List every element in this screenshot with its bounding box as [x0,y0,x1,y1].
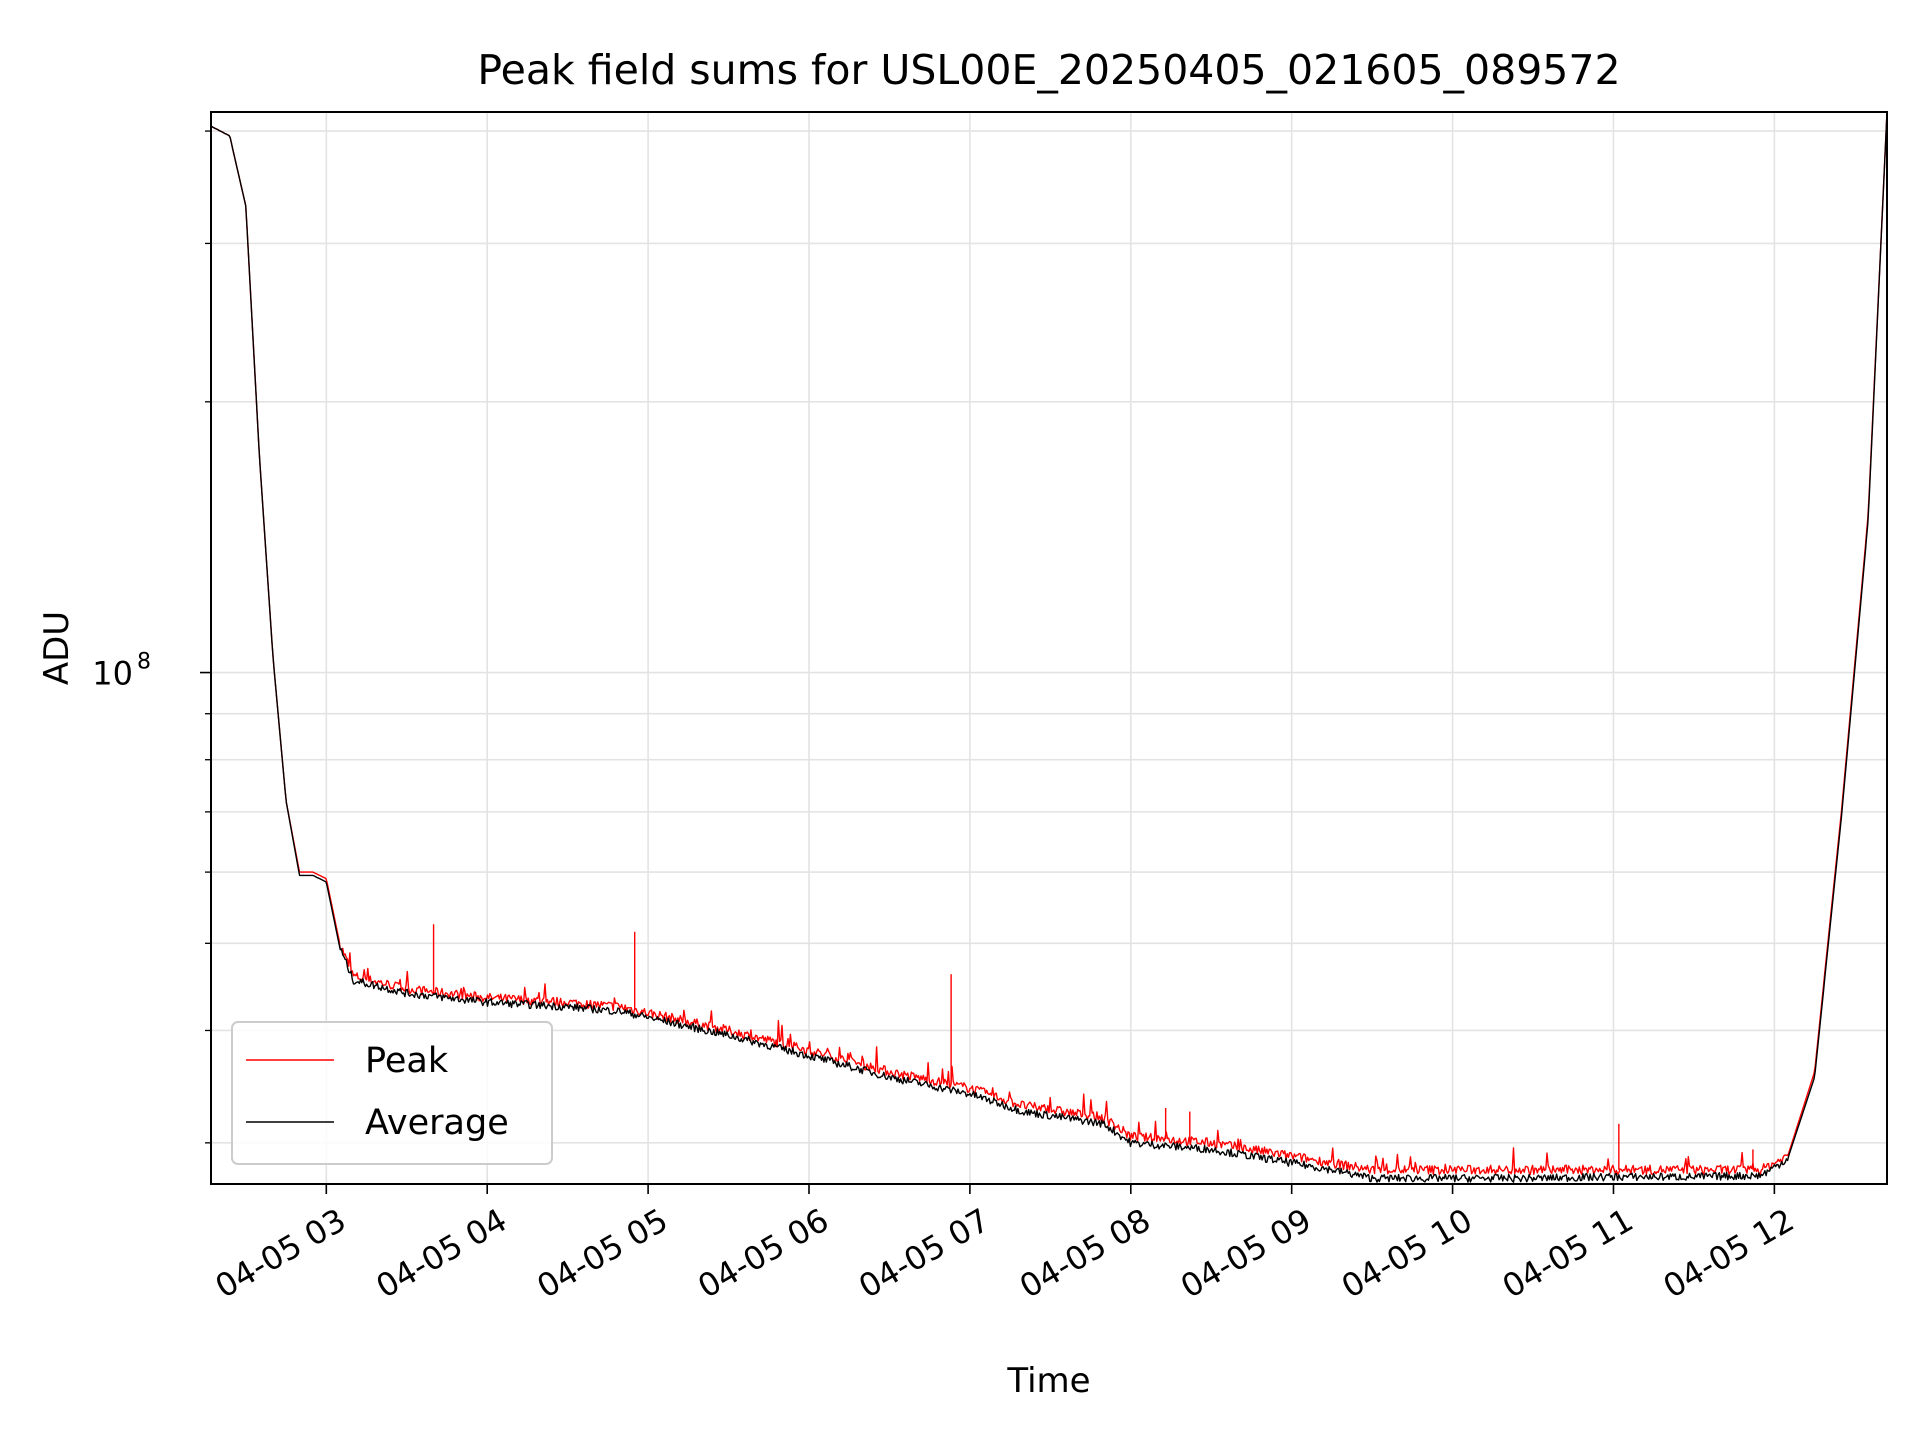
y-tick-label-exponent: 8 [137,650,151,675]
plot-frame [210,111,1888,1185]
x-axis-title: Time [1006,1361,1090,1401]
series-layer [210,111,1888,1183]
y-tick-label: 10 [92,655,133,693]
y-axis-title: ADU [37,611,77,685]
chart-title: Peak field sums for USL00E_20250405_0216… [477,46,1620,94]
series-line-peak [210,111,1888,1176]
legend-label-peak: Peak [365,1041,449,1081]
legend: Peak Average [231,1021,553,1165]
legend-box [231,1021,553,1165]
series-line-average [210,111,1888,1183]
legend-label-average: Average [365,1103,509,1143]
grid [211,112,1887,1184]
